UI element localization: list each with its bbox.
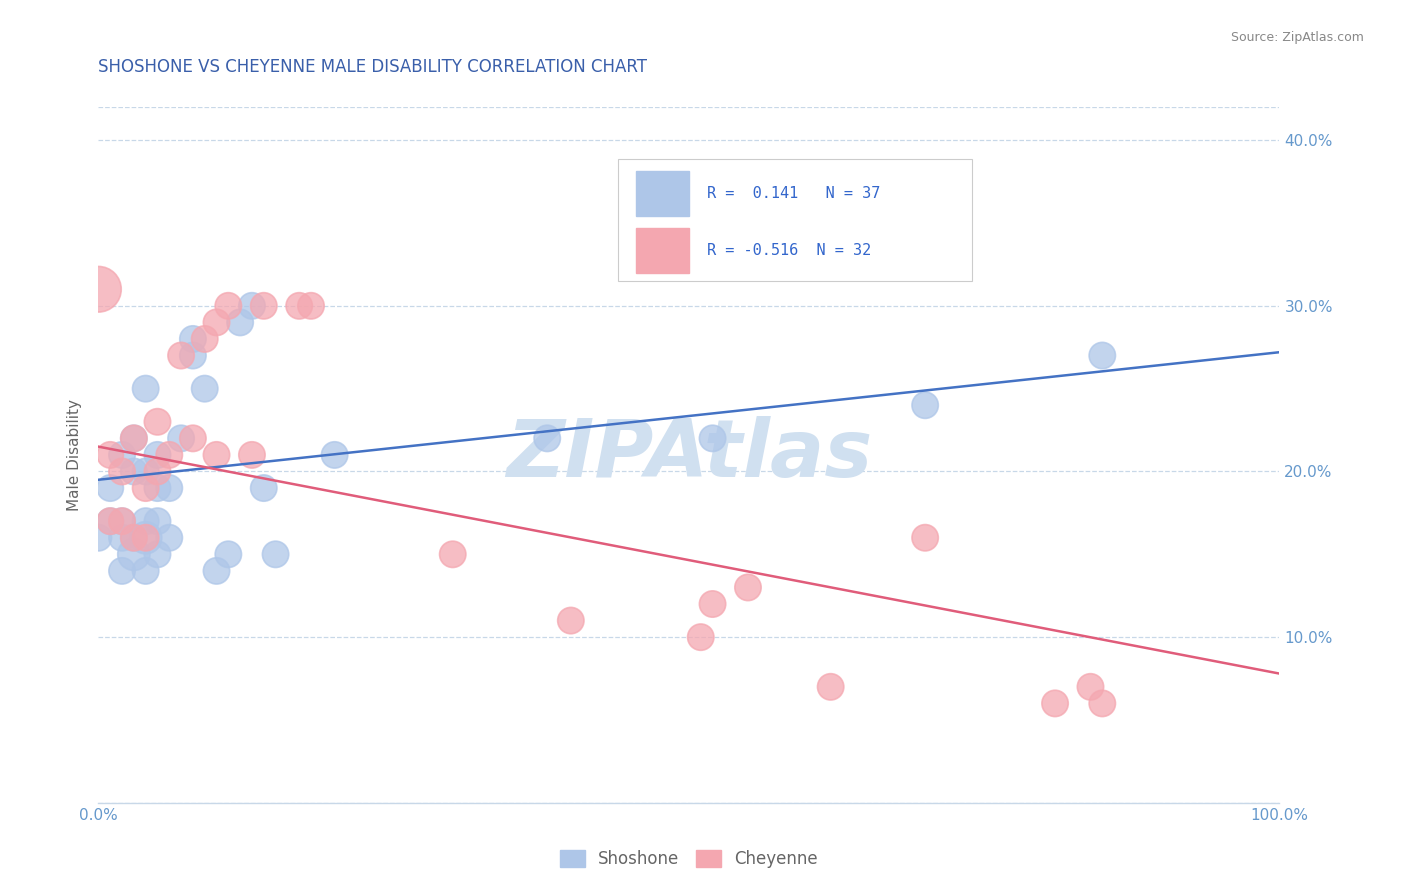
Point [111, 465, 134, 479]
Point [702, 597, 724, 611]
Legend: Shoshone, Cheyenne: Shoshone, Cheyenne [553, 843, 825, 874]
Point [111, 531, 134, 545]
Point [536, 431, 558, 445]
Point [181, 332, 204, 346]
Text: Source: ZipAtlas.com: Source: ZipAtlas.com [1230, 31, 1364, 45]
Point [323, 448, 346, 462]
Point [157, 481, 180, 495]
Point [194, 382, 217, 396]
Point [240, 299, 263, 313]
Point [737, 581, 759, 595]
Point [1043, 697, 1066, 711]
Point [205, 315, 228, 329]
Point [146, 547, 169, 561]
FancyBboxPatch shape [619, 159, 973, 281]
Point [146, 481, 169, 495]
Point [135, 465, 157, 479]
Point [288, 299, 311, 313]
Text: R = -0.516  N = 32: R = -0.516 N = 32 [707, 243, 870, 258]
Point [820, 680, 842, 694]
Point [135, 531, 157, 545]
Point [111, 564, 134, 578]
Point [702, 431, 724, 445]
Point [1091, 349, 1114, 363]
Point [111, 514, 134, 528]
Point [98, 514, 121, 528]
Point [170, 431, 193, 445]
Point [560, 614, 582, 628]
Point [205, 564, 228, 578]
Text: ZIPAtlas: ZIPAtlas [506, 416, 872, 494]
Point [135, 564, 157, 578]
Point [181, 431, 204, 445]
Point [98, 448, 121, 462]
Point [689, 630, 711, 644]
Point [146, 465, 169, 479]
Point [217, 299, 239, 313]
Y-axis label: Male Disability: Male Disability [67, 399, 83, 511]
Point [217, 547, 239, 561]
Point [229, 315, 252, 329]
Point [122, 431, 145, 445]
FancyBboxPatch shape [636, 228, 689, 273]
Point [914, 531, 936, 545]
FancyBboxPatch shape [636, 170, 689, 216]
Point [441, 547, 464, 561]
Point [146, 448, 169, 462]
Point [181, 349, 204, 363]
Point [264, 547, 287, 561]
Point [1080, 680, 1102, 694]
Point [170, 349, 193, 363]
Point [122, 465, 145, 479]
Point [98, 514, 121, 528]
Point [194, 332, 217, 346]
Point [135, 481, 157, 495]
Point [157, 448, 180, 462]
Point [135, 531, 157, 545]
Point [122, 531, 145, 545]
Point [111, 448, 134, 462]
Text: R =  0.141   N = 37: R = 0.141 N = 37 [707, 186, 880, 201]
Point [87, 282, 110, 296]
Point [111, 514, 134, 528]
Point [914, 398, 936, 412]
Point [122, 547, 145, 561]
Point [87, 531, 110, 545]
Point [146, 415, 169, 429]
Point [122, 431, 145, 445]
Point [122, 531, 145, 545]
Text: SHOSHONE VS CHEYENNE MALE DISABILITY CORRELATION CHART: SHOSHONE VS CHEYENNE MALE DISABILITY COR… [98, 58, 647, 76]
Point [299, 299, 322, 313]
Point [146, 514, 169, 528]
Point [157, 531, 180, 545]
Point [205, 448, 228, 462]
Point [240, 448, 263, 462]
Point [1091, 697, 1114, 711]
Point [253, 481, 276, 495]
Point [135, 382, 157, 396]
Point [98, 481, 121, 495]
Point [135, 514, 157, 528]
Point [253, 299, 276, 313]
